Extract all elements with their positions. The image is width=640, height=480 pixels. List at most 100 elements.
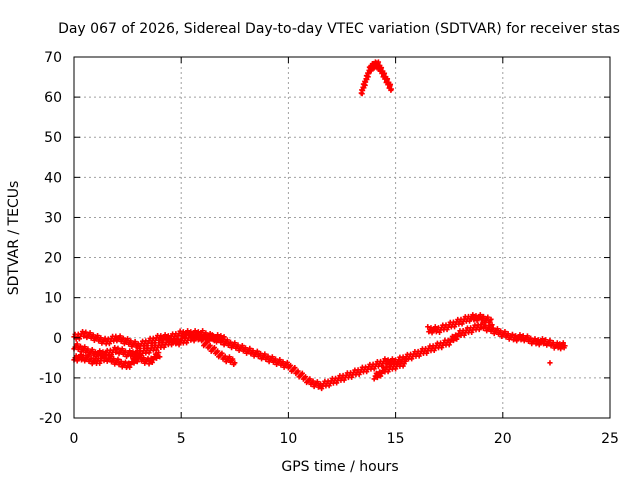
data-point — [403, 356, 409, 362]
data-point — [524, 333, 531, 339]
y-tick-label: 20 — [44, 251, 62, 267]
data-point — [269, 354, 275, 360]
data-point — [547, 360, 553, 366]
y-axis-ticks: -20 -10 0 10 20 30 40 50 60 70 — [39, 50, 610, 427]
data-point — [535, 337, 541, 343]
data-point — [239, 342, 245, 349]
data-point — [277, 357, 283, 363]
data-point — [128, 361, 134, 368]
data-point — [389, 356, 395, 362]
data-point — [180, 329, 186, 335]
data-point — [127, 364, 133, 370]
data-point — [539, 336, 546, 342]
data-point — [215, 332, 221, 338]
data-point — [158, 333, 164, 339]
data-point — [115, 356, 121, 362]
data-point — [295, 368, 301, 374]
y-axis-title: SDTVAR / TECUs — [6, 181, 22, 296]
data-point — [131, 360, 137, 366]
data-point — [532, 336, 538, 342]
data-point — [447, 339, 453, 345]
data-point — [446, 342, 452, 348]
grid-lines — [74, 57, 610, 418]
data-point — [82, 344, 88, 350]
x-axis-ticks: 0 5 10 15 20 25 — [70, 57, 619, 447]
x-tick-label: 15 — [387, 431, 405, 447]
y-tick-label: 70 — [44, 50, 62, 66]
data-point — [292, 365, 298, 371]
data-point — [230, 356, 236, 362]
data-point — [509, 331, 516, 337]
data-point — [262, 351, 268, 357]
data-point — [85, 353, 91, 359]
data-point — [219, 350, 225, 356]
data-point — [450, 337, 457, 344]
y-tick-label: -10 — [39, 371, 62, 387]
data-point — [162, 332, 168, 338]
series-3 — [200, 337, 238, 368]
data-point — [287, 362, 294, 369]
data-point — [375, 59, 382, 65]
data-point — [156, 350, 162, 356]
data-point — [489, 322, 495, 328]
data-marks — [71, 59, 568, 392]
data-point — [384, 76, 391, 82]
y-tick-label: 0 — [53, 331, 62, 347]
data-point — [137, 353, 144, 359]
data-point — [92, 349, 99, 355]
series-4 — [371, 356, 409, 382]
data-point — [232, 360, 238, 366]
data-point — [378, 65, 385, 71]
chart-title: Day 067 of 2026, Sidereal Day-to-day VTE… — [58, 21, 620, 37]
x-tick-label: 20 — [494, 431, 512, 447]
series-0 — [71, 320, 568, 392]
data-point — [218, 333, 224, 339]
x-tick-label: 5 — [177, 431, 186, 447]
data-point — [153, 355, 160, 361]
data-point — [455, 333, 461, 339]
data-point — [502, 328, 508, 335]
series-2 — [71, 350, 163, 371]
data-point — [547, 337, 553, 343]
data-point — [284, 359, 290, 366]
data-point — [192, 328, 198, 334]
data-point — [517, 332, 523, 338]
data-point — [200, 328, 206, 334]
data-point — [307, 376, 313, 382]
data-point — [374, 374, 380, 381]
data-point — [87, 330, 93, 336]
data-point — [432, 324, 438, 330]
x-tick-label: 0 — [70, 431, 79, 447]
data-point — [488, 316, 494, 322]
x-tick-label: 10 — [279, 431, 297, 447]
data-point — [207, 330, 213, 337]
data-point — [371, 376, 377, 382]
data-point — [302, 374, 309, 380]
data-point — [215, 348, 221, 354]
data-point — [494, 326, 501, 332]
data-point — [130, 349, 136, 355]
data-point — [382, 356, 388, 362]
data-point — [150, 357, 156, 363]
y-tick-label: 50 — [44, 130, 62, 146]
data-point — [377, 373, 384, 379]
y-tick-label: 30 — [44, 210, 62, 226]
data-point — [232, 340, 238, 346]
data-point — [185, 328, 191, 334]
plot-frame — [73, 56, 611, 419]
data-point — [425, 324, 431, 330]
data-point — [254, 348, 260, 354]
data-point — [485, 314, 491, 320]
data-point — [428, 325, 434, 331]
data-point — [226, 354, 233, 360]
y-tick-label: 60 — [44, 90, 62, 106]
y-tick-label: 10 — [44, 291, 62, 307]
series-7 — [547, 360, 553, 366]
x-tick-label: 25 — [601, 431, 619, 447]
series-6 — [358, 59, 394, 97]
data-point — [207, 342, 213, 348]
data-point — [562, 343, 568, 349]
y-tick-label: -20 — [39, 411, 62, 427]
series-1 — [71, 328, 227, 352]
